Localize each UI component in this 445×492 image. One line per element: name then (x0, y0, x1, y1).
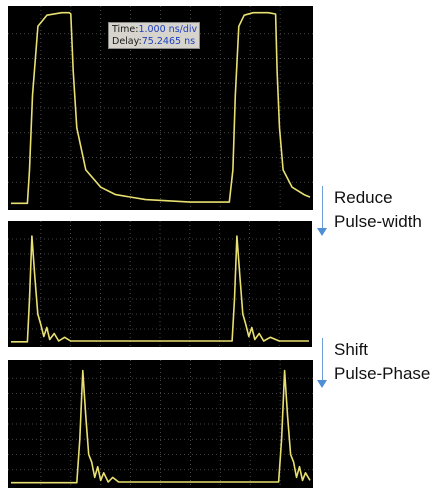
down-arrow-icon (322, 338, 323, 382)
annotation-text: Shift Pulse-Phase (334, 340, 431, 383)
scope-grid (8, 360, 313, 488)
time-readout: Time:1.000 ns/div (112, 24, 198, 35)
scope-plot-3 (8, 360, 313, 488)
down-arrow-icon (322, 186, 323, 230)
annotation-text: Reduce Pulse-width (334, 188, 422, 231)
scope-plot-2 (8, 221, 312, 347)
signal-trace (11, 235, 309, 343)
arrow-head-icon (317, 228, 327, 236)
scope-panel-narrow-pulse (8, 221, 312, 347)
time-delay-readout: Time:1.000 ns/div Delay:75.2465 ns (108, 22, 200, 49)
signal-trace (11, 11, 311, 205)
scope-grid (8, 221, 312, 347)
signal-trace (11, 369, 311, 484)
delay-readout: Delay:75.2465 ns (112, 36, 196, 47)
scope-panel-shifted-pulse (8, 360, 313, 488)
scope-panel-wide-pulse: Time:1.000 ns/div Delay:75.2465 ns (8, 6, 313, 210)
arrow-head-icon (317, 380, 327, 388)
